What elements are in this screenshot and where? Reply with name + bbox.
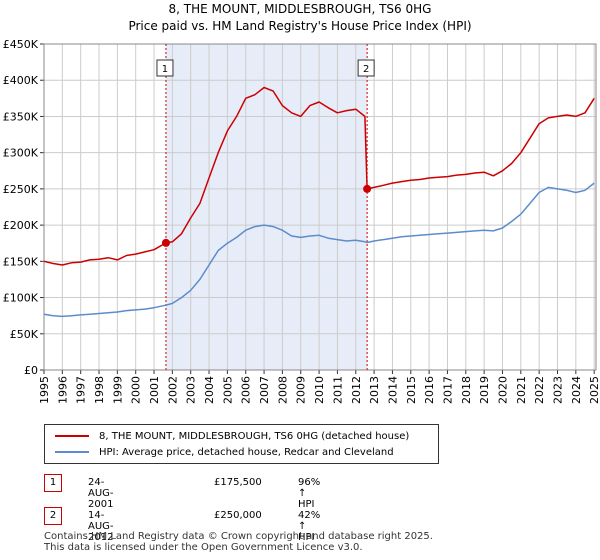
x-tick-label: 2022 [533,376,546,404]
sale-price-2: £250,000 [214,510,262,521]
x-tick-label: 2020 [496,376,509,404]
x-tick-label: 2025 [588,376,600,404]
legend-label-hpi: HPI: Average price, detached house, Redc… [99,446,394,458]
x-tick-label: 2000 [130,376,143,404]
x-tick-label: 1997 [75,376,88,404]
annotation-label-2: 2 [363,64,369,75]
legend: 8, THE MOUNT, MIDDLESBROUGH, TS6 0HG (de… [44,424,439,464]
x-tick-label: 2012 [350,376,363,404]
x-tick-label: 1998 [93,376,106,404]
x-tick-label: 2021 [515,376,528,404]
sale-point-2 [363,184,372,193]
x-tick-label: 1996 [56,376,69,404]
x-tick-label: 2024 [570,376,583,404]
y-tick-label: £400K [3,74,39,87]
property-series-line [43,86,595,266]
y-tick-label: £50K [10,328,39,341]
x-tick-label: 2006 [240,376,253,404]
x-tick-label: 2016 [423,376,436,404]
legend-item-property: 8, THE MOUNT, MIDDLESBROUGH, TS6 0HG (de… [55,428,409,444]
x-tick-label: 2017 [441,376,454,404]
y-tick-label: £200K [3,219,39,232]
chart-title: 8, THE MOUNT, MIDDLESBROUGH, TS6 0HG [168,2,432,16]
y-tick-label: £0 [24,364,38,377]
x-tick-label: 2003 [185,376,198,404]
y-tick-label: £300K [3,147,39,160]
x-tick-label: 2010 [313,376,326,404]
x-tick-label: 2009 [295,376,308,404]
legend-swatch-property [55,435,89,437]
sale-date-1: 24-AUG-2001 [88,477,114,510]
annotation-box-1 [156,59,174,77]
x-tick-label: 2005 [221,376,234,404]
legend-swatch-hpi [55,451,89,453]
footer-licence: This data is licensed under the Open Gov… [44,542,363,553]
x-tick-label: 2001 [148,376,161,404]
x-tick-label: 2008 [276,376,289,404]
sale-marker-1: 1 [44,474,62,492]
sale-hpi-2: 42% ↑ HPI [298,510,321,543]
y-tick-label: £250K [3,183,39,196]
x-tick-label: 1999 [111,376,124,404]
x-tick-label: 2023 [551,376,564,404]
x-tick-label: 2004 [203,376,216,404]
x-tick-label: 2007 [258,376,271,404]
annotation-box-2 [357,59,375,77]
footer-copyright: Contains HM Land Registry data © Crown c… [44,531,433,542]
annotation-label-1: 1 [162,64,168,75]
x-tick-label: 2014 [386,376,399,404]
legend-label-property: 8, THE MOUNT, MIDDLESBROUGH, TS6 0HG (de… [99,430,410,442]
x-tick-label: 2011 [331,376,344,404]
hpi-series-line [43,182,595,318]
sale-hpi-1: 96% ↑ HPI [298,477,321,510]
sale-date-2: 14-AUG-2012 [88,510,114,543]
x-tick-label: 1995 [38,376,51,404]
plot-frame [43,43,597,371]
price-chart: £0 £50K £100K £150K £200K £250K £300K £350K £400… [3,38,600,404]
x-tick-label: 2002 [166,376,179,404]
x-tick-label: 2013 [368,376,381,404]
x-tick-label: 2015 [405,376,418,404]
sale-point-1 [161,238,170,247]
legend-item-hpi: HPI: Average price, detached house, Redc… [55,444,394,460]
y-tick-label: £150K [3,255,39,268]
y-tick-label: £450K [3,38,39,51]
y-tick-label: £350K [3,110,39,123]
x-tick-label: 2018 [460,376,473,404]
y-tick-label: £100K [3,292,39,305]
shaded-period [165,44,368,370]
x-tick-label: 2019 [478,376,491,404]
sale-marker-2: 2 [44,507,62,525]
sale-price-1: £175,500 [214,477,262,488]
chart-subtitle: Price paid vs. HM Land Registry's House … [128,19,472,33]
